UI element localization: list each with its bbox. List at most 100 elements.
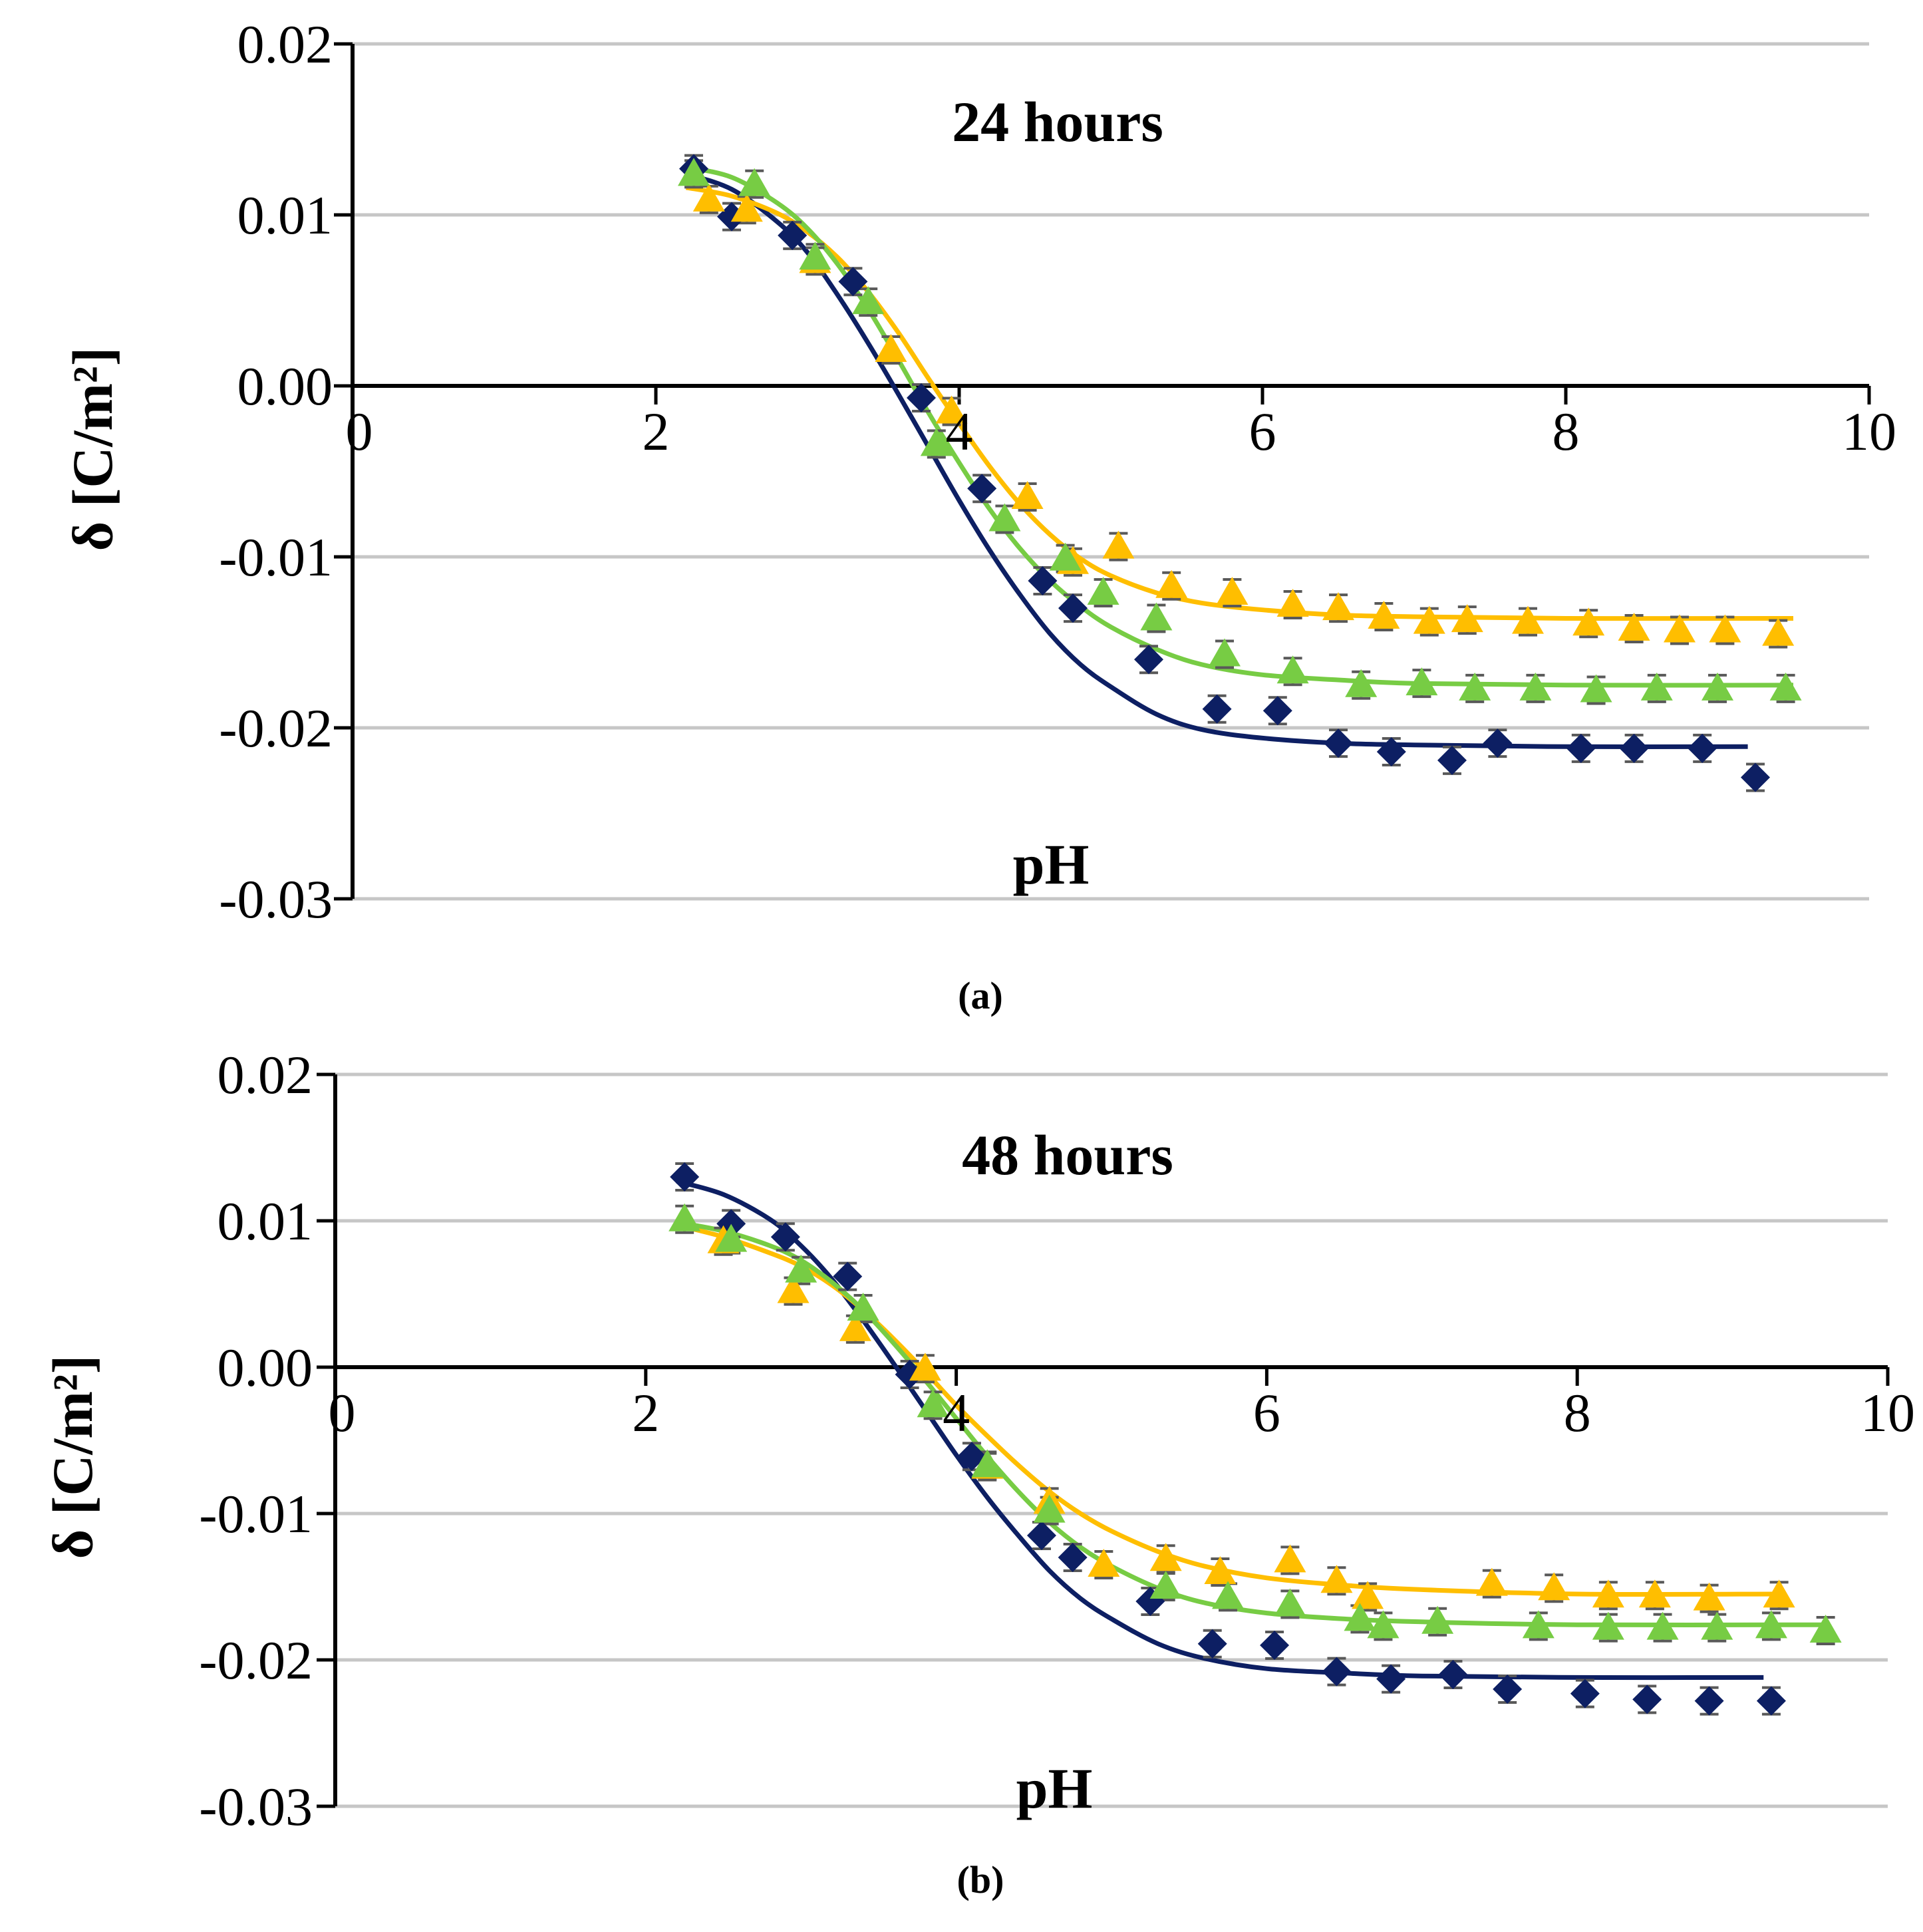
data-point-diamond: [838, 267, 868, 297]
data-point-triangle: [1592, 1611, 1624, 1640]
data-point-diamond: [1438, 1660, 1468, 1689]
data-point-triangle: [1274, 1544, 1306, 1573]
data-point-diamond: [1026, 1521, 1056, 1550]
data-point-triangle: [1352, 1581, 1384, 1609]
x-tick-label: 4: [943, 1382, 970, 1443]
y-tick-label: -0.03: [219, 869, 333, 929]
data-point-triangle: [1475, 1567, 1508, 1596]
data-point-triangle: [1049, 542, 1082, 571]
data-point-triangle: [730, 194, 763, 222]
data-point-triangle: [1709, 614, 1741, 643]
panel-a: 0.02 0.01 0.00 -0.01 -0.02 -0.03 0 2 4 6 8 10 24 ho…: [61, 14, 1896, 1017]
data-point-diamond: [1483, 728, 1513, 758]
data-point-triangle: [1701, 1611, 1733, 1640]
data-markers: [678, 154, 1802, 792]
data-point-diamond: [778, 220, 808, 250]
data-point-diamond: [1376, 1664, 1406, 1694]
data-point-triangle: [1155, 569, 1188, 598]
x-tick-label: 8: [1564, 1382, 1591, 1443]
data-point-diamond: [967, 474, 997, 504]
y-tick-label: 0.02: [237, 14, 333, 75]
fit-curve: [676, 1179, 1764, 1681]
y-tick-label: -0.01: [199, 1484, 313, 1544]
y-tick-label: -0.03: [199, 1776, 313, 1837]
data-point-triangle: [1421, 1605, 1454, 1634]
data-point-diamond: [1632, 1685, 1662, 1714]
data-point-diamond: [770, 1222, 800, 1252]
panel-b: 0.02 0.01 0.00 -0.01 -0.02 -0.03 0 2 4 6 8 10 48 ho…: [41, 1045, 1915, 1901]
data-point-diamond: [1260, 1631, 1290, 1660]
data-point-triangle: [852, 286, 885, 315]
data-point-triangle: [1451, 604, 1483, 633]
data-point-triangle: [1274, 1588, 1306, 1617]
data-point-diamond: [1324, 728, 1353, 758]
data-point-triangle: [692, 183, 725, 212]
data-point-diamond: [1058, 1543, 1088, 1572]
data-point-diamond: [1756, 1686, 1786, 1716]
data-point-diamond: [1262, 696, 1292, 726]
data-point-diamond: [1376, 736, 1406, 766]
x-axis-title: pH: [1016, 1756, 1093, 1820]
data-point-triangle: [799, 242, 831, 270]
data-point-triangle: [1344, 1603, 1376, 1631]
chart-title: 24 hours: [952, 90, 1163, 154]
data-point-triangle: [1572, 607, 1605, 636]
data-point-diamond: [907, 383, 936, 412]
axes: [317, 1072, 1890, 1808]
data-point-triangle: [738, 168, 771, 196]
data-point-triangle: [1216, 576, 1249, 605]
data-point-triangle: [1405, 667, 1438, 696]
data-point-triangle: [1204, 1556, 1237, 1584]
x-tick-label: 2: [643, 401, 670, 462]
data-point-triangle: [920, 428, 953, 456]
data-point-triangle: [917, 1389, 949, 1418]
tick-labels: 0.02 0.01 0.00 -0.01 -0.02 -0.03 0 2 4 6 8 10: [219, 14, 1896, 929]
data-point-triangle: [1033, 1494, 1066, 1523]
x-axis-title: pH: [1013, 832, 1090, 896]
data-point-diamond: [1028, 565, 1058, 595]
x-tick-label: 0: [329, 1382, 356, 1443]
gridlines: [335, 1072, 1888, 1808]
data-point-triangle: [715, 1223, 748, 1252]
data-point-triangle: [1646, 1611, 1679, 1640]
data-point-triangle: [1512, 605, 1544, 634]
data-point-triangle: [1618, 612, 1650, 641]
data-point-diamond: [1619, 733, 1649, 763]
data-point-diamond: [1134, 645, 1163, 675]
data-point-triangle: [1640, 672, 1673, 701]
data-point-triangle: [1087, 576, 1119, 605]
data-point-triangle: [1368, 600, 1400, 629]
data-point-triangle: [1102, 530, 1135, 559]
x-tick-label: 10: [1842, 401, 1896, 462]
figure-caption: (b): [957, 1858, 1004, 1901]
data-point-triangle: [935, 395, 968, 424]
y-tick-label: 0.01: [218, 1191, 313, 1251]
data-point-triangle: [1149, 1571, 1182, 1599]
data-point-triangle: [988, 503, 1021, 532]
data-point-diamond: [1694, 1686, 1724, 1716]
data-point-triangle: [1580, 674, 1612, 703]
data-point-triangle: [971, 1449, 1004, 1478]
data-point-triangle: [909, 1353, 941, 1381]
data-point-triangle: [1011, 481, 1044, 510]
data-point-diamond: [1741, 762, 1770, 792]
x-tick-label: 6: [1253, 1382, 1280, 1443]
data-point-diamond: [1322, 1657, 1352, 1687]
data-point-triangle: [1149, 1543, 1182, 1571]
data-point-triangle: [777, 1275, 810, 1303]
data-point-triangle: [785, 1254, 817, 1283]
fit-curve: [685, 185, 1794, 621]
data-point-triangle: [1762, 617, 1795, 646]
data-point-diamond: [1688, 733, 1717, 763]
y-tick-label: -0.01: [219, 527, 333, 587]
data-point-triangle: [1209, 638, 1241, 667]
data-point-triangle: [847, 1293, 879, 1321]
data-point-triangle: [1638, 1579, 1671, 1608]
x-tick-label: 6: [1249, 401, 1276, 462]
data-point-triangle: [1212, 1581, 1245, 1609]
data-point-triangle: [678, 158, 710, 186]
data-point-diamond: [1493, 1675, 1523, 1704]
y-tick-label: 0.00: [237, 356, 333, 416]
axes: [334, 42, 1871, 901]
